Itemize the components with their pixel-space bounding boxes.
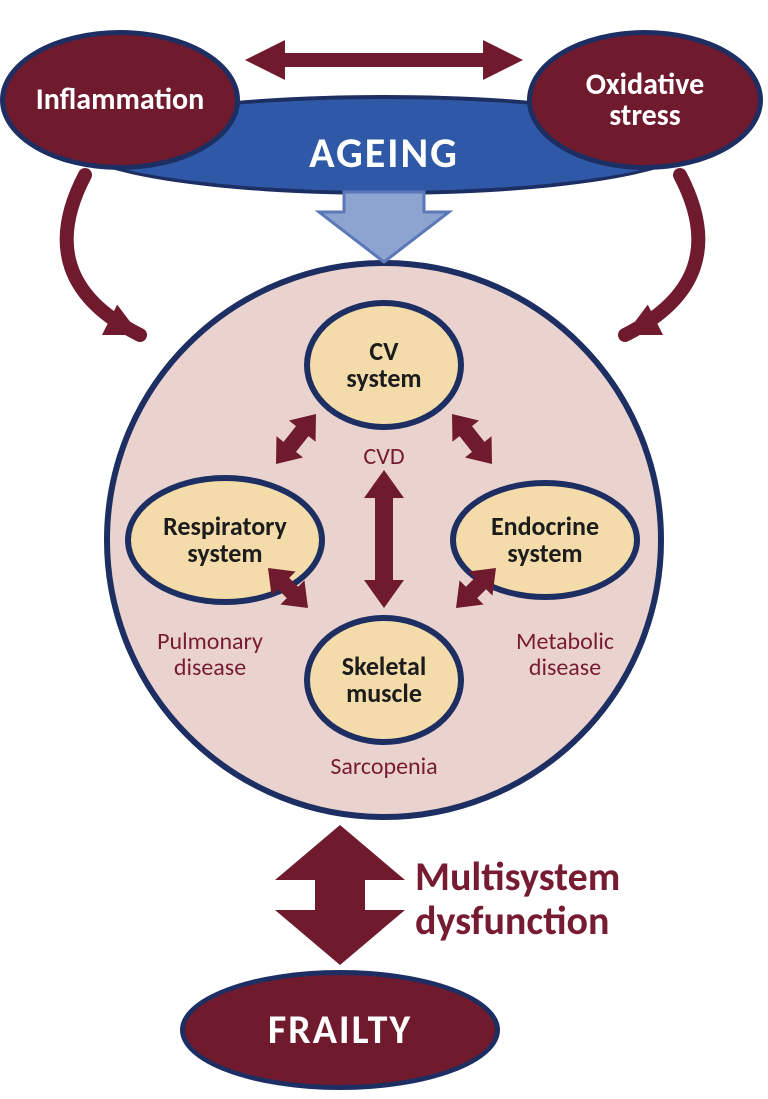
node-frailty: FRAILTY <box>180 970 500 1090</box>
inflammation-label: Inflammation <box>36 84 205 116</box>
node-cv-label: CVsystem <box>346 338 421 393</box>
oxidative-label: Oxidativestress <box>586 69 704 132</box>
multisystem-dysfunction-label: Multisystemdysfunction <box>415 855 755 943</box>
disease-cvd: CVD <box>264 444 504 470</box>
node-inflammation: Inflammation <box>0 30 240 170</box>
node-endocrine-label: Endocrinesystem <box>491 513 599 568</box>
frailty-label: FRAILTY <box>268 1009 412 1051</box>
node-oxidative-stress: Oxidativestress <box>527 30 763 170</box>
node-respiratory-system: Respiratorysystem <box>125 475 325 605</box>
node-skeletal-label: Skeletalmuscle <box>342 653 426 708</box>
disease-sarcopenia: Sarcopenia <box>264 754 504 780</box>
ageing-label: AGEING <box>234 131 534 177</box>
node-respiratory-label: Respiratorysystem <box>163 513 287 568</box>
disease-pulmonary: Pulmonarydisease <box>90 629 330 682</box>
node-endocrine-system: Endocrinesystem <box>450 480 640 600</box>
diagram-stage: CVsystem Respiratorysystem Endocrinesyst… <box>0 0 768 1099</box>
node-cv-system: CVsystem <box>304 300 464 430</box>
disease-metabolic: Metabolicdisease <box>445 629 685 682</box>
